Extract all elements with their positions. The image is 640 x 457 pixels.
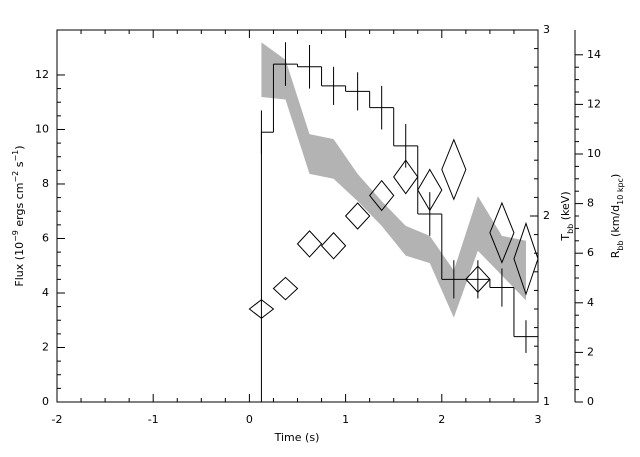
temperature-diamond: [369, 179, 395, 212]
y2label-part: T: [559, 234, 572, 242]
x-tick-label: -1: [148, 413, 159, 426]
y3-axis-label: Rbb (km/d10 kpc): [609, 174, 625, 259]
temperature-diamond: [417, 168, 443, 212]
y-tick-label: 4: [42, 286, 49, 299]
temperature-diamond: [296, 230, 323, 258]
y-tick-label: 10: [35, 122, 49, 135]
y3-tick-label: 0: [587, 395, 594, 408]
radius-band: [261, 42, 526, 318]
plot-frame: [56, 29, 539, 403]
y3-tick-label: 8: [587, 197, 594, 210]
y2-axis-label: Tbb (keV): [559, 191, 575, 241]
ylabel-part: s: [13, 161, 26, 170]
y3-tick-label: 10: [587, 147, 601, 160]
temperature-diamond: [320, 232, 347, 260]
x-tick-label: 3: [535, 413, 542, 426]
ylabel-part: −1: [11, 150, 20, 162]
temperature-diamond: [248, 299, 275, 319]
temperature-diamond: [344, 202, 371, 230]
ylabel-part: Flux (10: [13, 242, 26, 287]
ylabel-part: ergs cm: [13, 183, 26, 231]
y-tick-label: 6: [42, 231, 49, 244]
y3label-part: R: [609, 250, 622, 258]
y-tick-label: 2: [42, 340, 49, 353]
y-tick-label: 12: [35, 68, 49, 81]
y-axis-label: Flux (10−9 ergs cm−2 s−1): [11, 145, 26, 286]
y2label-part: (keV): [559, 191, 572, 223]
temperature-diamond: [465, 265, 491, 293]
y3label-part: (km/d: [609, 205, 622, 241]
y2label-part: bb: [566, 224, 575, 234]
x-tick-label: 0: [246, 413, 253, 426]
x-tick-label: -2: [52, 413, 63, 426]
temperature-diamond: [393, 159, 419, 195]
y3-tick-label: 14: [587, 48, 601, 61]
y3-tick-label: 2: [587, 345, 594, 358]
y3-tick-label: 4: [587, 296, 594, 309]
y3-tick-label: 6: [587, 246, 594, 259]
y2-tick-label: 3: [543, 23, 550, 36]
x-axis-label: Time (s): [274, 431, 320, 444]
y2-tick-label: 2: [543, 209, 550, 222]
y-tick-label: 8: [42, 177, 49, 190]
y-tick-label: 0: [42, 395, 49, 408]
y3-tick-label: 12: [587, 97, 601, 110]
temperature-diamond: [513, 221, 539, 296]
y3label-part: bb: [616, 240, 625, 250]
x-tick-label: 2: [438, 413, 445, 426]
y3label-part: ): [609, 174, 622, 178]
temperature-diamond: [272, 276, 299, 301]
ylabel-part: ): [13, 145, 26, 149]
ylabel-part: −2: [11, 171, 20, 183]
temperature-diamond: [441, 138, 467, 201]
x-tick-label: 1: [342, 413, 349, 426]
y2-tick-label: 1: [543, 395, 550, 408]
temperature-diamond: [489, 201, 515, 264]
y3label-part: 10 kpc: [616, 178, 625, 205]
ylabel-part: −9: [11, 230, 20, 242]
